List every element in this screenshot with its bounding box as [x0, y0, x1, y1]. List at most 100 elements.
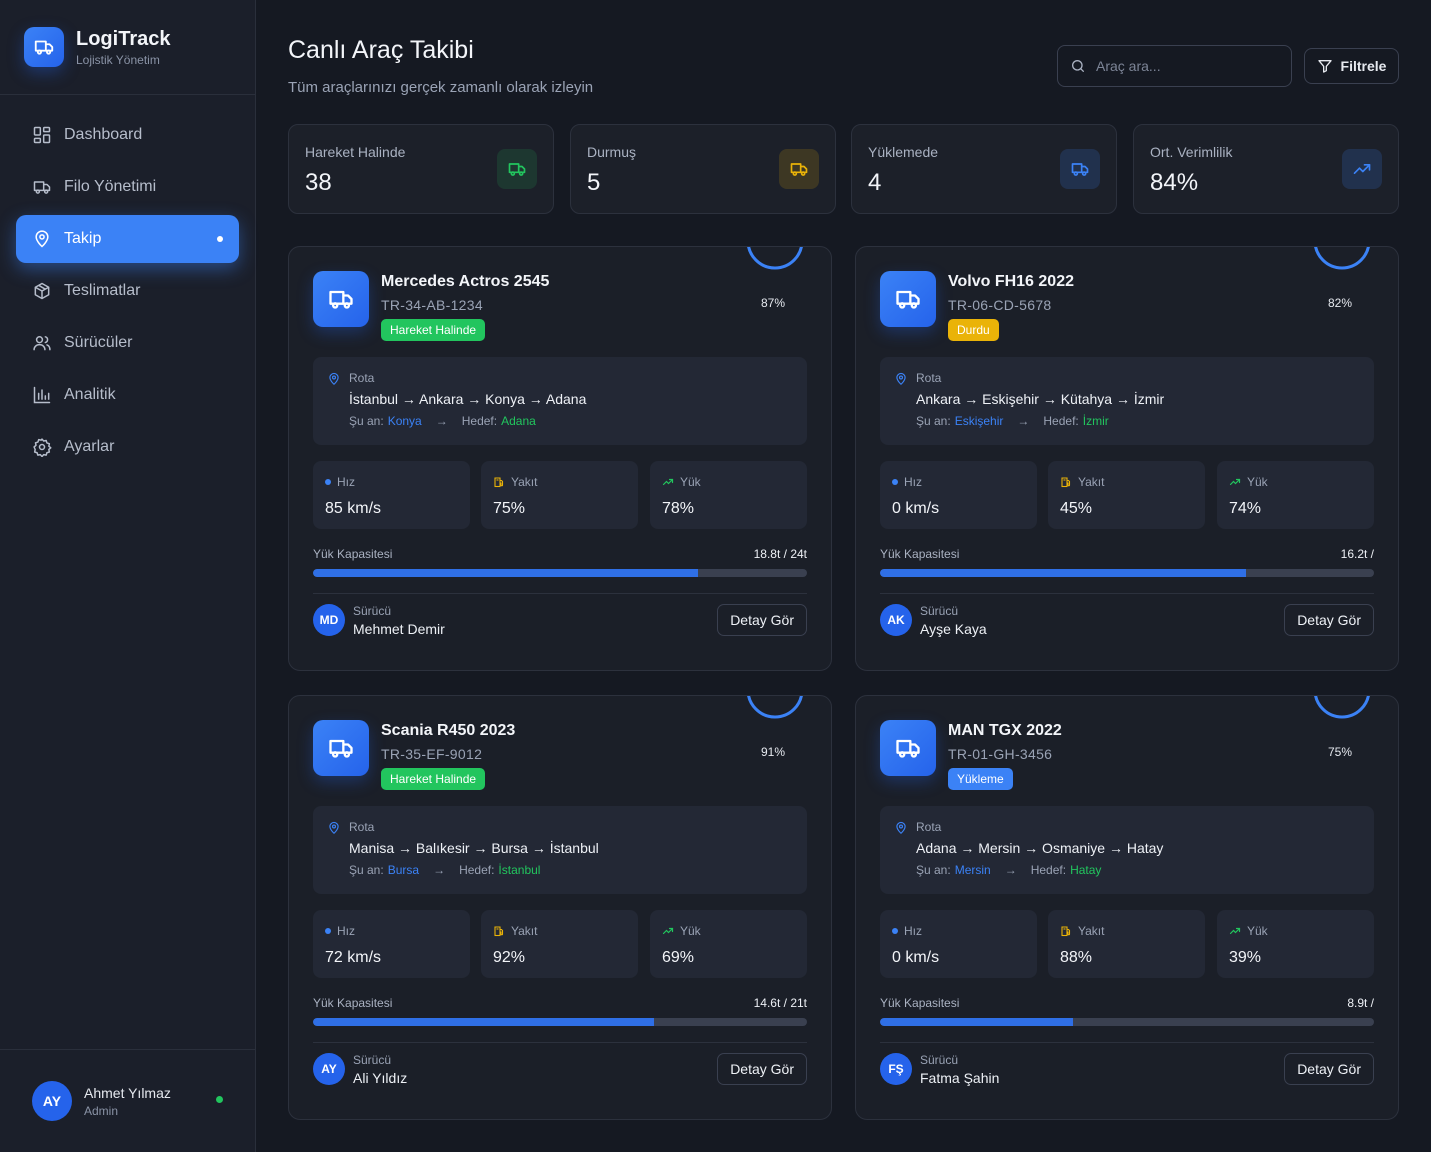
- metric-value: 88%: [1060, 949, 1093, 966]
- current-label: Şu an:: [916, 414, 951, 428]
- stat-value: 4: [868, 169, 882, 196]
- detail-button[interactable]: Detay Gör: [1284, 604, 1374, 636]
- active-indicator: [217, 236, 223, 242]
- map-pin-icon: [894, 372, 908, 391]
- vehicle-card[interactable]: Scania R450 2023 TR-35-EF-9012 Hareket H…: [288, 695, 832, 1120]
- driver-name: Mehmet Demir: [353, 621, 445, 637]
- target-location: Adana: [501, 414, 536, 428]
- capacity-label: Yük Kapasitesi: [313, 996, 393, 1010]
- capacity-bar: [880, 569, 1374, 577]
- vehicle-name: Mercedes Actros 2545: [381, 273, 550, 290]
- truck-icon: [497, 149, 537, 189]
- capacity-bar-fill: [880, 1018, 1073, 1026]
- target-location: Hatay: [1070, 863, 1102, 877]
- trending-up-icon: [662, 476, 674, 488]
- map-pin-icon: [32, 229, 52, 249]
- efficiency-value: 87%: [761, 296, 786, 310]
- stat-label: Ort. Verimlilik: [1150, 144, 1233, 160]
- divider: [313, 593, 807, 594]
- route-label: Rota: [916, 371, 942, 385]
- route-text: Manisa → Balıkesir → Bursa → İstanbul: [349, 840, 599, 856]
- vehicle-name: Volvo FH16 2022: [948, 273, 1074, 290]
- vehicle-card[interactable]: MAN TGX 2022 TR-01-GH-3456 Yükleme 75% R…: [855, 695, 1399, 1120]
- driver-label: Sürücü: [920, 604, 959, 618]
- truck-icon: [779, 149, 819, 189]
- metric-fuel: Yakıt 75%: [481, 461, 638, 529]
- metric-label: Hız: [904, 475, 922, 489]
- metric-value: 85 km/s: [325, 500, 382, 517]
- status-badge: Hareket Halinde: [381, 319, 486, 341]
- driver-name: Ali Yıldız: [353, 1070, 408, 1086]
- metric-load: Yük 69%: [650, 910, 807, 978]
- route-text: Adana → Mersin → Osmaniye → Hatay: [916, 840, 1164, 856]
- divider: [880, 593, 1374, 594]
- efficiency-ring: [746, 247, 804, 270]
- truck-icon: [313, 720, 369, 776]
- sidebar-item-settings[interactable]: Ayarlar: [16, 423, 239, 471]
- arrow-right-icon: →: [433, 863, 446, 877]
- target-label: Hedef:: [1030, 863, 1067, 877]
- detail-button[interactable]: Detay Gör: [717, 1053, 807, 1085]
- capacity-label: Yük Kapasitesi: [880, 996, 960, 1010]
- efficiency-value: 82%: [1328, 296, 1353, 310]
- gear-icon: [32, 437, 52, 457]
- capacity-bar-fill: [313, 1018, 654, 1026]
- metric-value: 0 km/s: [892, 500, 940, 517]
- sidebar-item-drivers[interactable]: Sürücüler: [16, 319, 239, 367]
- metric-value: 39%: [1229, 949, 1262, 966]
- user-name: Ahmet Yılmaz: [84, 1084, 171, 1101]
- stat-value: 5: [587, 169, 601, 196]
- driver-name: Fatma Şahin: [920, 1070, 1000, 1086]
- sidebar-item-fleet[interactable]: Filo Yönetimi: [16, 163, 239, 211]
- capacity-label: Yük Kapasitesi: [313, 547, 393, 561]
- efficiency-ring: [1313, 696, 1371, 719]
- vehicle-card[interactable]: Volvo FH16 2022 TR-06-CD-5678 Durdu 82% …: [855, 246, 1399, 671]
- user-profile[interactable]: AY Ahmet Yılmaz Admin: [0, 1049, 255, 1152]
- arrow-right-icon: →: [1017, 414, 1030, 428]
- sidebar-item-deliveries[interactable]: Teslimatlar: [16, 267, 239, 315]
- vehicle-card[interactable]: Mercedes Actros 2545 TR-34-AB-1234 Harek…: [288, 246, 832, 671]
- online-status-dot: [216, 1096, 223, 1103]
- brand[interactable]: LogiTrack Lojistik Yönetim: [0, 0, 255, 95]
- detail-button[interactable]: Detay Gör: [717, 604, 807, 636]
- stat-card-moving: Hareket Halinde 38: [288, 124, 554, 214]
- vehicle-name: Scania R450 2023: [381, 722, 516, 739]
- sidebar-item-dashboard[interactable]: Dashboard: [16, 111, 239, 159]
- target-label: Hedef:: [461, 414, 498, 428]
- sidebar-item-tracking[interactable]: Takip: [16, 215, 239, 263]
- metric-label: Yük: [1247, 475, 1268, 489]
- route-label: Rota: [349, 371, 375, 385]
- metric-label: Yakıt: [511, 475, 538, 489]
- vehicle-plate: TR-34-AB-1234: [381, 297, 483, 313]
- current-label: Şu an:: [916, 863, 951, 877]
- metric-fuel: Yakıt 92%: [481, 910, 638, 978]
- search-input[interactable]: [1096, 58, 1276, 74]
- fuel-icon: [493, 925, 505, 937]
- trending-up-icon: [662, 925, 674, 937]
- filter-icon: [1317, 58, 1333, 74]
- divider: [313, 1042, 807, 1043]
- driver-label: Sürücü: [920, 1053, 959, 1067]
- package-icon: [32, 281, 52, 301]
- driver-label: Sürücü: [353, 1053, 392, 1067]
- metric-fuel: Yakıt 45%: [1048, 461, 1205, 529]
- filter-button[interactable]: Filtrele: [1304, 48, 1399, 84]
- sidebar-item-label: Sürücüler: [64, 334, 133, 351]
- detail-button[interactable]: Detay Gör: [1284, 1053, 1374, 1085]
- sidebar-item-analytics[interactable]: Analitik: [16, 371, 239, 419]
- target-label: Hedef:: [1043, 414, 1079, 428]
- route-label: Rota: [349, 820, 375, 834]
- metric-label: Hız: [337, 924, 355, 938]
- vehicle-name: MAN TGX 2022: [948, 722, 1062, 739]
- metric-load: Yük 74%: [1217, 461, 1374, 529]
- metric-label: Yük: [1247, 924, 1268, 938]
- search-icon: [1070, 58, 1086, 74]
- metric-label: Hız: [904, 924, 922, 938]
- search-box[interactable]: [1057, 45, 1292, 87]
- vehicle-plate: TR-06-CD-5678: [948, 297, 1052, 313]
- metric-speed: Hız 0 km/s: [880, 910, 1037, 978]
- route-label: Rota: [916, 820, 942, 834]
- capacity-value: 14.6t / 21t: [753, 996, 807, 1010]
- truck-icon: [313, 271, 369, 327]
- metric-value: 72 km/s: [325, 949, 382, 966]
